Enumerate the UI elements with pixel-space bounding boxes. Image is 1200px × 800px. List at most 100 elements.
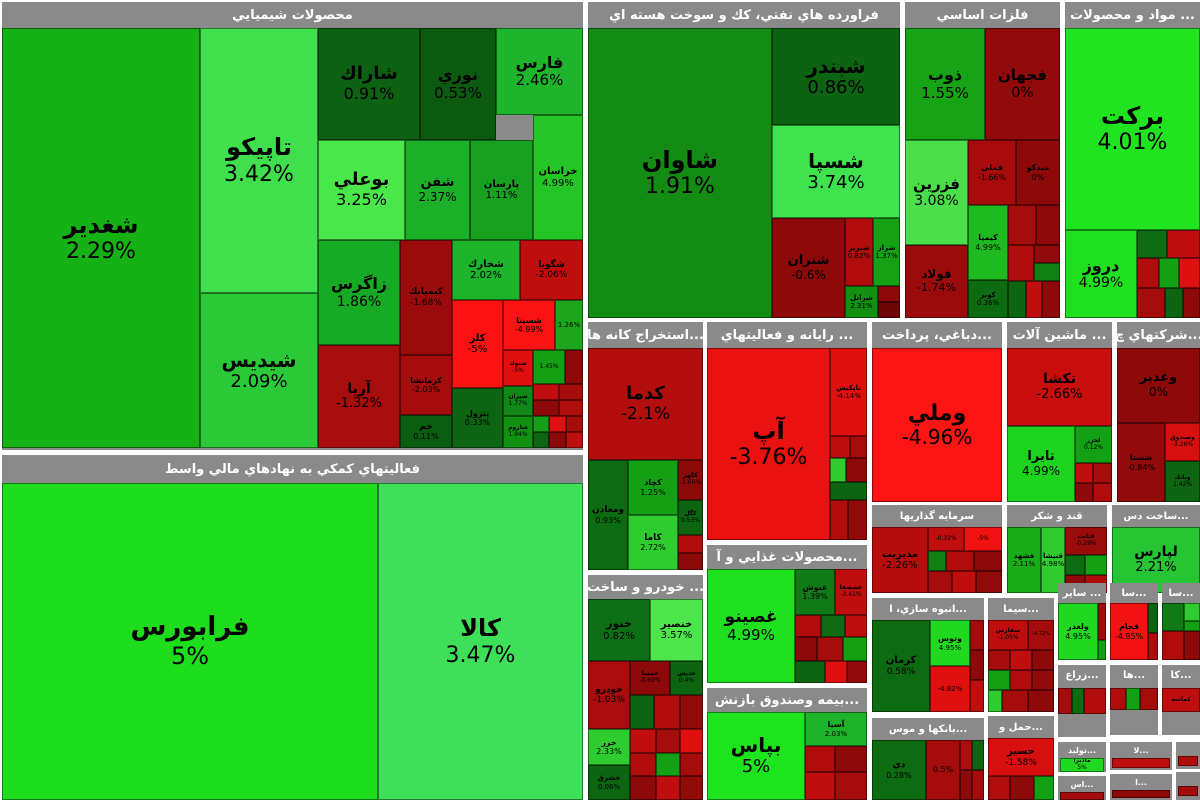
stock-tile[interactable] bbox=[533, 432, 549, 448]
stock-tile[interactable]: كالا 3.47% bbox=[378, 483, 583, 800]
stock-tile[interactable]: كوير 0.36% bbox=[968, 280, 1008, 318]
stock-tile[interactable]: شاراك 0.91% bbox=[318, 28, 420, 140]
stock-tile[interactable] bbox=[847, 661, 867, 683]
stock-tile[interactable] bbox=[1034, 245, 1060, 263]
stock-tile[interactable] bbox=[1126, 688, 1140, 710]
stock-tile[interactable] bbox=[1008, 245, 1034, 281]
stock-tile[interactable] bbox=[549, 416, 566, 432]
stock-tile[interactable] bbox=[843, 637, 867, 661]
stock-tile[interactable]: خديش 0.4% bbox=[670, 661, 703, 695]
stock-tile[interactable]: خشرق 0.06% bbox=[588, 765, 630, 800]
stock-tile[interactable] bbox=[845, 615, 867, 637]
stock-tile[interactable] bbox=[533, 400, 559, 416]
stock-tile[interactable]: غصينو 4.99% bbox=[707, 569, 795, 683]
stock-tile[interactable] bbox=[805, 772, 835, 800]
stock-tile[interactable] bbox=[1112, 790, 1170, 798]
stock-tile[interactable]: كيميا 4.99% bbox=[968, 205, 1008, 280]
stock-tile[interactable]: بركت 4.01% bbox=[1065, 28, 1200, 230]
stock-tile[interactable]: پترول 0.33% bbox=[452, 388, 503, 448]
stock-tile[interactable] bbox=[1137, 258, 1159, 288]
stock-tile[interactable] bbox=[878, 286, 900, 302]
stock-tile[interactable] bbox=[1060, 792, 1104, 800]
stock-tile[interactable] bbox=[1032, 650, 1054, 670]
stock-tile[interactable]: قثابت -0.29% bbox=[1065, 527, 1107, 555]
stock-tile[interactable] bbox=[565, 350, 583, 384]
stock-tile[interactable] bbox=[970, 680, 984, 712]
stock-tile[interactable]: فجهان 0% bbox=[985, 28, 1060, 140]
stock-tile[interactable] bbox=[1184, 603, 1200, 621]
stock-tile[interactable] bbox=[928, 571, 952, 593]
stock-tile[interactable] bbox=[972, 770, 984, 800]
stock-tile[interactable] bbox=[1162, 603, 1184, 631]
stock-tile[interactable] bbox=[1162, 631, 1184, 660]
stock-tile[interactable]: ومعادن 0.93% bbox=[588, 460, 628, 570]
stock-tile[interactable] bbox=[1178, 756, 1198, 766]
stock-tile[interactable] bbox=[928, 551, 946, 571]
stock-tile[interactable]: فارس 2.46% bbox=[496, 28, 583, 115]
stock-tile[interactable]: تكشا -2.66% bbox=[1007, 348, 1112, 426]
stock-tile[interactable] bbox=[976, 571, 1002, 593]
stock-tile[interactable]: فزرين 3.08% bbox=[905, 140, 968, 245]
stock-tile[interactable] bbox=[846, 458, 867, 482]
stock-tile[interactable] bbox=[1010, 776, 1034, 800]
stock-tile[interactable] bbox=[533, 384, 559, 400]
stock-tile[interactable] bbox=[630, 729, 656, 753]
stock-tile[interactable]: شتوك -5% bbox=[503, 350, 533, 386]
stock-tile[interactable] bbox=[1165, 288, 1183, 318]
stock-tile[interactable]: كگل 0.53% bbox=[678, 500, 703, 535]
stock-tile[interactable]: شخارك 2.02% bbox=[452, 240, 520, 300]
stock-tile[interactable] bbox=[1075, 463, 1093, 483]
stock-tile[interactable]: شبريز 0.82% bbox=[845, 218, 873, 286]
stock-tile[interactable]: -0.32% bbox=[928, 527, 964, 551]
stock-tile[interactable]: ولغدر 4.95% bbox=[1058, 603, 1098, 660]
stock-tile[interactable]: فجام -4.95% bbox=[1110, 603, 1148, 660]
stock-tile[interactable]: 1.45% bbox=[533, 350, 565, 384]
stock-tile[interactable]: فرابورس 5% bbox=[2, 483, 378, 800]
stock-tile[interactable]: بوعلي 3.25% bbox=[318, 140, 405, 240]
stock-tile[interactable] bbox=[1093, 463, 1112, 483]
stock-tile[interactable]: -5% bbox=[964, 527, 1002, 551]
stock-tile[interactable] bbox=[680, 753, 703, 776]
stock-tile[interactable] bbox=[1148, 633, 1158, 660]
stock-tile[interactable]: خمسا -0.69% bbox=[630, 661, 670, 695]
stock-tile[interactable]: 1.26% bbox=[555, 300, 583, 350]
stock-tile[interactable] bbox=[960, 740, 972, 770]
stock-tile[interactable] bbox=[678, 535, 703, 553]
stock-tile[interactable] bbox=[680, 729, 703, 753]
stock-tile[interactable] bbox=[1028, 690, 1054, 712]
stock-tile[interactable]: شسينا -4.99% bbox=[503, 300, 555, 350]
stock-tile[interactable] bbox=[630, 776, 656, 800]
stock-tile[interactable] bbox=[946, 551, 974, 571]
stock-tile[interactable] bbox=[1036, 205, 1060, 245]
stock-tile[interactable]: نوري 0.53% bbox=[420, 28, 496, 140]
stock-tile[interactable] bbox=[1042, 281, 1060, 318]
stock-tile[interactable] bbox=[825, 661, 847, 683]
stock-tile[interactable] bbox=[835, 746, 867, 772]
stock-tile[interactable] bbox=[1178, 786, 1198, 796]
stock-tile[interactable] bbox=[678, 553, 703, 570]
stock-tile[interactable]: -4.82% bbox=[930, 666, 970, 712]
stock-tile[interactable] bbox=[830, 482, 867, 500]
stock-tile[interactable]: ميدكو 0% bbox=[1016, 140, 1060, 205]
stock-tile[interactable] bbox=[654, 695, 680, 729]
stock-tile[interactable] bbox=[1110, 688, 1126, 710]
stock-tile[interactable] bbox=[795, 661, 825, 683]
stock-tile[interactable]: تايرا 4.99% bbox=[1007, 426, 1075, 502]
stock-tile[interactable] bbox=[1026, 281, 1042, 318]
stock-tile[interactable] bbox=[1167, 230, 1200, 258]
stock-tile[interactable]: شراز 1.37% bbox=[873, 218, 900, 286]
stock-tile[interactable] bbox=[1140, 688, 1158, 710]
stock-tile[interactable]: شيران 1.77% bbox=[503, 386, 533, 416]
stock-tile[interactable] bbox=[1072, 688, 1084, 714]
stock-tile[interactable]: خنور 0.82% bbox=[588, 599, 650, 661]
stock-tile[interactable]: دروز 4.99% bbox=[1065, 230, 1137, 318]
stock-tile[interactable]: خودرو -1.03% bbox=[588, 661, 630, 729]
stock-tile[interactable] bbox=[988, 776, 1010, 800]
stock-tile[interactable]: لخزر 0.12% bbox=[1075, 426, 1112, 463]
stock-tile[interactable] bbox=[1148, 603, 1158, 633]
stock-tile[interactable] bbox=[1032, 670, 1054, 690]
stock-tile[interactable] bbox=[566, 416, 583, 432]
stock-tile[interactable] bbox=[1008, 205, 1036, 245]
stock-tile[interactable]: شيديس 2.09% bbox=[200, 293, 318, 448]
stock-tile[interactable]: خزر 2.33% bbox=[588, 729, 630, 765]
